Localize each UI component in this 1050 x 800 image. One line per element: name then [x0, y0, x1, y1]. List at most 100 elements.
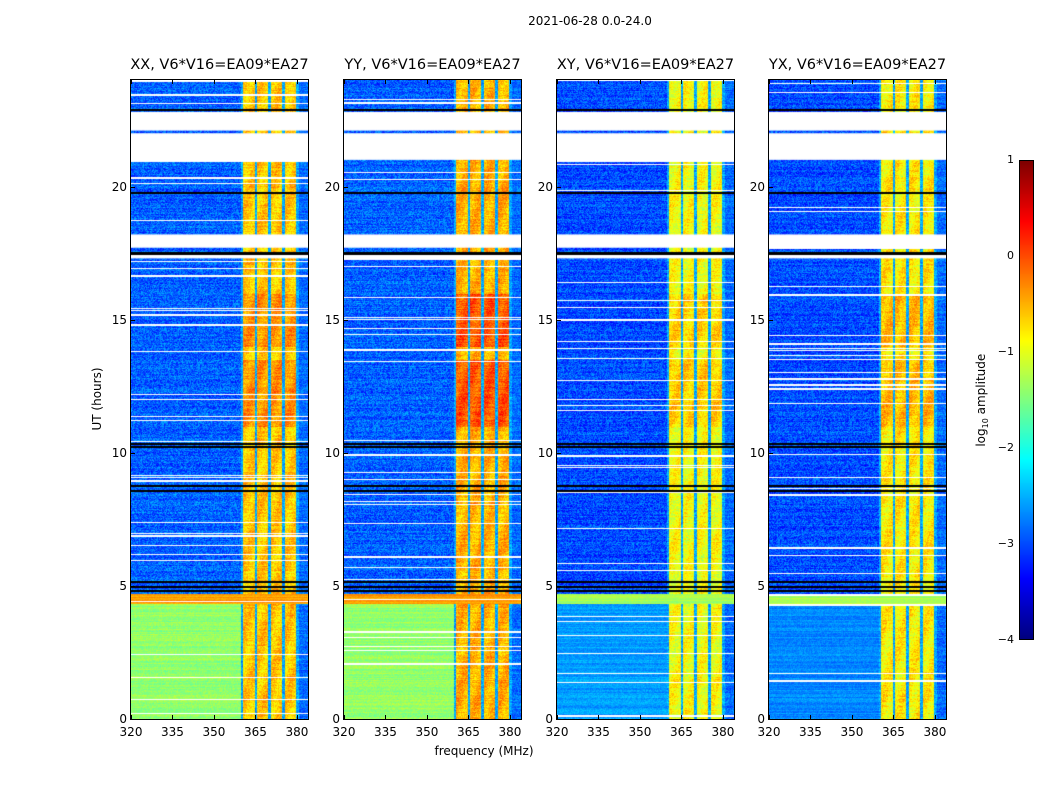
- x-tick-mark: [296, 715, 298, 719]
- y-tick-label: 15: [537, 312, 553, 327]
- x-tick-label: 365: [244, 725, 267, 739]
- y-tick-mark: [344, 186, 348, 188]
- x-tick-mark: [810, 715, 812, 719]
- x-tick-mark: [934, 715, 936, 719]
- y-tick-mark: [131, 452, 135, 454]
- panel-title: YX, V6*V16=EA09*EA27: [768, 57, 947, 73]
- x-tick-mark: [893, 80, 895, 84]
- x-tick-mark: [468, 715, 470, 719]
- y-tick-label: 0: [332, 712, 340, 726]
- x-tick-label: 380: [498, 725, 522, 739]
- spectrogram-heatmap: [769, 80, 946, 719]
- colorbar-tick-label: 1: [1007, 153, 1014, 166]
- colorbar-tick-label: −4: [997, 633, 1014, 646]
- y-tick-label: 20: [324, 179, 340, 194]
- y-tick-label: 5: [757, 578, 765, 593]
- y-tick-mark: [769, 186, 773, 188]
- x-tick-label: 320: [332, 725, 356, 739]
- x-tick-mark: [213, 80, 215, 84]
- x-tick-label: 365: [457, 725, 480, 739]
- x-tick-label: 335: [587, 725, 610, 739]
- x-tick-label: 350: [415, 725, 439, 739]
- x-tick-label: 365: [670, 725, 693, 739]
- y-tick-label: 0: [119, 712, 127, 726]
- x-tick-label: 380: [285, 725, 309, 739]
- spectrogram-panel-xy: XY, V6*V16=EA09*EA27 0 5 10 15 20 320 335 350 365…: [538, 57, 735, 739]
- colorbar-tick-label: −3: [997, 537, 1014, 550]
- x-tick-mark: [557, 80, 558, 84]
- x-tick-mark: [509, 80, 511, 84]
- spectrogram-heatmap: [131, 80, 308, 719]
- x-tick-label: 350: [840, 725, 864, 739]
- x-tick-mark: [681, 715, 683, 719]
- x-tick-mark: [598, 80, 600, 84]
- x-tick-mark: [934, 80, 936, 84]
- x-tick-mark: [172, 80, 174, 84]
- y-tick-mark: [557, 319, 561, 321]
- y-tick-label: 15: [111, 312, 127, 327]
- y-tick-label: 10: [324, 445, 340, 460]
- y-tick-label: 10: [537, 445, 553, 460]
- y-tick-mark: [557, 186, 561, 188]
- x-tick-label: 350: [628, 725, 652, 739]
- x-tick-mark: [385, 715, 387, 719]
- x-tick-label: 380: [923, 725, 947, 739]
- x-tick-label: 320: [119, 725, 143, 739]
- x-tick-mark: [598, 715, 600, 719]
- x-tick-mark: [893, 715, 895, 719]
- y-tick-mark: [769, 585, 773, 587]
- x-tick-mark: [681, 80, 683, 84]
- x-tick-mark: [296, 80, 298, 84]
- x-tick-mark: [810, 80, 812, 84]
- y-tick-label: 0: [757, 712, 765, 726]
- panel-title: XX, V6*V16=EA09*EA27: [130, 57, 309, 73]
- x-tick-label: 320: [757, 725, 781, 739]
- x-tick-mark: [172, 715, 174, 719]
- spectrogram-panel-yx: YX, V6*V16=EA09*EA27 0 5 10 15 20 320 335 350 365…: [750, 57, 947, 739]
- y-tick-mark: [557, 585, 561, 587]
- x-tick-mark: [344, 80, 345, 84]
- x-tick-mark: [213, 715, 215, 719]
- x-tick-mark: [468, 80, 470, 84]
- x-tick-mark: [131, 80, 132, 84]
- spectrogram-heatmap: [344, 80, 521, 719]
- x-tick-mark: [851, 715, 853, 719]
- y-tick-mark: [131, 719, 135, 720]
- x-tick-mark: [722, 80, 724, 84]
- x-tick-label: 350: [202, 725, 226, 739]
- y-tick-label: 10: [111, 445, 127, 460]
- y-tick-label: 5: [332, 578, 340, 593]
- x-tick-label: 335: [799, 725, 822, 739]
- x-tick-label: 335: [374, 725, 397, 739]
- panel-title: XY, V6*V16=EA09*EA27: [556, 57, 735, 73]
- x-tick-label: 320: [545, 725, 569, 739]
- spectrogram-panel-yy: YY, V6*V16=EA09*EA27 0 5 10 15 20 320 335 350 365…: [325, 57, 522, 739]
- y-tick-label: 5: [119, 578, 127, 593]
- x-axis-label: frequency (MHz): [434, 744, 534, 758]
- y-tick-label: 20: [537, 179, 553, 194]
- x-tick-mark: [557, 715, 558, 719]
- y-tick-mark: [557, 452, 561, 454]
- y-tick-mark: [769, 452, 773, 454]
- x-tick-mark: [639, 715, 641, 719]
- y-tick-label: 15: [749, 312, 765, 327]
- x-tick-mark: [426, 715, 428, 719]
- y-tick-mark: [769, 719, 773, 720]
- y-tick-label: 0: [545, 712, 553, 726]
- colorbar-label: log10 amplitude: [973, 353, 991, 447]
- panel-title: YY, V6*V16=EA09*EA27: [344, 57, 521, 73]
- y-tick-label: 5: [545, 578, 553, 593]
- colorbar-gradient: [1020, 161, 1033, 639]
- colorbar-tick-label: −2: [997, 441, 1014, 454]
- x-tick-mark: [639, 80, 641, 84]
- y-tick-label: 20: [111, 179, 127, 194]
- y-tick-mark: [344, 585, 348, 587]
- spectrogram-panel-xx: XX, V6*V16=EA09*EA27 0 5 10 15 20 320 335 350 365…: [112, 57, 309, 739]
- spectrogram-heatmap: [557, 80, 734, 719]
- x-tick-label: 335: [161, 725, 184, 739]
- x-tick-mark: [722, 715, 724, 719]
- x-tick-label: 365: [882, 725, 905, 739]
- x-tick-mark: [769, 715, 770, 719]
- x-tick-mark: [426, 80, 428, 84]
- y-tick-mark: [344, 452, 348, 454]
